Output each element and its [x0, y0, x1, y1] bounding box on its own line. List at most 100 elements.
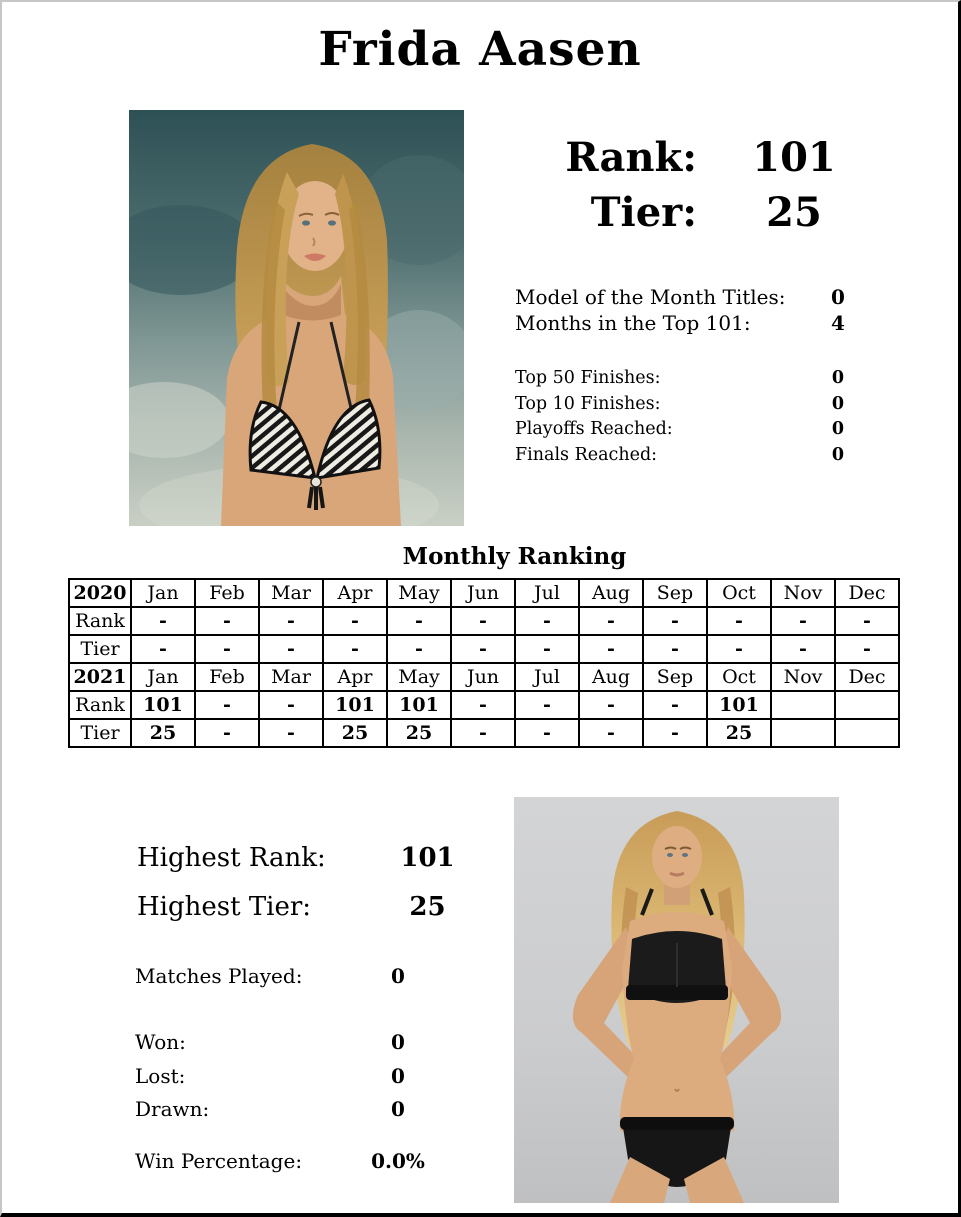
tier-value-2020-mar: -: [258, 634, 324, 664]
tier-label: Tier:: [590, 189, 697, 236]
rank-value-2020-dec: -: [834, 606, 900, 636]
month-header-dec: Dec: [834, 578, 900, 608]
year-header-row-2020: 2020 Jan Feb Mar Apr May Jun Jul Aug Sep Oct Nov Dec: [68, 578, 900, 608]
rank-value-2020-may: -: [386, 606, 452, 636]
rank-row-2021: Rank 101- -101 101- - - -101: [68, 690, 900, 720]
month-header-jul: Jul: [514, 662, 580, 692]
stat-row-playoffs: Playoffs Reached: 0: [515, 419, 888, 445]
rank-value-2021-apr: 101: [322, 690, 388, 720]
stat-row-model-titles: Model of the Month Titles: 0: [515, 285, 888, 311]
career-stats-block: Model of the Month Titles: 0 Months in t…: [515, 285, 888, 337]
tier-value-2020-sep: -: [642, 634, 708, 664]
month-header-oct: Oct: [706, 662, 772, 692]
highest-stats-block: Highest Rank: 101 Highest Tier: 25: [137, 833, 497, 931]
win-percentage-row: Win Percentage: 0.0%: [135, 1149, 448, 1173]
tier-value-2021-aug: -: [578, 718, 644, 748]
highest-rank-label: Highest Rank:: [137, 842, 326, 873]
tier-row-label: Tier: [68, 718, 132, 748]
stat-value: 0: [831, 444, 845, 465]
month-header-may: May: [386, 662, 452, 692]
rank-value-2021-nov: [770, 690, 836, 720]
month-header-mar: Mar: [258, 578, 324, 608]
stat-label: Months in the Top 101:: [515, 311, 751, 335]
highest-tier-label: Highest Tier:: [137, 891, 312, 922]
stat-row-won: Won: 0: [135, 1030, 448, 1064]
studio-full-body-image: [514, 797, 839, 1203]
stat-value: 0: [831, 393, 845, 414]
tier-value-2021-feb: -: [194, 718, 260, 748]
beach-portrait-image: [129, 110, 464, 526]
stat-value: 0: [831, 419, 845, 439]
win-percentage-value: 0.0%: [371, 1149, 425, 1173]
stat-value: 0: [831, 285, 845, 309]
rank-value-2021-sep: -: [642, 690, 708, 720]
rank-value-2020-jan: -: [130, 606, 196, 636]
page-title: Frida Aasen: [318, 22, 642, 77]
tier-value-2020-nov: -: [770, 634, 836, 664]
month-header-feb: Feb: [194, 662, 260, 692]
month-header-sep: Sep: [642, 662, 708, 692]
rank-value-2020-oct: -: [706, 606, 772, 636]
finish-stats-block: Top 50 Finishes: 0 Top 10 Finishes: 0 Pl…: [515, 368, 888, 470]
tier-value-2021-dec: [834, 718, 900, 748]
drawn-label: Drawn:: [135, 1097, 210, 1121]
monthly-ranking-table: 2020 Jan Feb Mar Apr May Jun Jul Aug Sep Oct Nov Dec…: [68, 578, 900, 748]
month-header-jan: Jan: [130, 662, 196, 692]
tier-value-2021-oct: 25: [706, 718, 772, 748]
highest-tier-value: 25: [409, 891, 446, 922]
month-header-jun: Jun: [450, 578, 516, 608]
rank-value-2020-apr: -: [322, 606, 388, 636]
tier-value-2020-apr: -: [322, 634, 388, 664]
month-header-jul: Jul: [514, 578, 580, 608]
stat-label: Model of the Month Titles:: [515, 285, 786, 309]
rank-value-2021-may: 101: [386, 690, 452, 720]
rank-value-2021-jul: -: [514, 690, 580, 720]
rank-value-2020-jun: -: [450, 606, 516, 636]
stat-row-lost: Lost: 0: [135, 1064, 448, 1098]
tier-value-2020-jul: -: [514, 634, 580, 664]
rank-value-2020-aug: -: [578, 606, 644, 636]
tier-value-2021-mar: -: [258, 718, 324, 748]
matches-played-row: Matches Played: 0: [135, 964, 448, 988]
year-label-2020: 2020: [68, 578, 132, 608]
tier-value-2020-jan: -: [130, 634, 196, 664]
month-header-dec: Dec: [834, 662, 900, 692]
month-header-nov: Nov: [770, 662, 836, 692]
stat-row-win-percentage: Win Percentage: 0.0%: [135, 1149, 448, 1173]
matches-played-value: 0: [391, 964, 405, 988]
month-header-may: May: [386, 578, 452, 608]
rank-value-2021-jun: -: [450, 690, 516, 720]
tier-value-2021-jun: -: [450, 718, 516, 748]
tier-row-label: Tier: [68, 634, 132, 664]
profile-photo-secondary: [514, 797, 839, 1203]
tier-value-2021-nov: [770, 718, 836, 748]
month-header-jan: Jan: [130, 578, 196, 608]
rank-value: 101: [752, 134, 836, 181]
rank-value-2020-mar: -: [258, 606, 324, 636]
tier-value-2021-apr: 25: [322, 718, 388, 748]
stat-label: Top 10 Finishes:: [515, 393, 661, 414]
stat-row-months-top101: Months in the Top 101: 4: [515, 311, 888, 337]
rank-row-label: Rank: [68, 690, 132, 720]
rank-value-2020-feb: -: [194, 606, 260, 636]
rank-value-2021-mar: -: [258, 690, 324, 720]
rank-value-2021-aug: -: [578, 690, 644, 720]
rank-value-2021-jan: 101: [130, 690, 196, 720]
stat-label: Playoffs Reached:: [515, 419, 673, 439]
highest-tier-row: Highest Tier: 25: [137, 882, 497, 931]
stat-value: 0: [831, 368, 845, 388]
month-header-sep: Sep: [642, 578, 708, 608]
highest-rank-value: 101: [400, 842, 455, 873]
month-header-apr: Apr: [322, 578, 388, 608]
tier-value: 25: [766, 189, 822, 236]
tier-summary-row: Tier: 25: [502, 185, 882, 240]
month-header-oct: Oct: [706, 578, 772, 608]
won-value: 0: [391, 1030, 405, 1054]
rank-row-2020: Rank - - - - - - - - - - - -: [68, 606, 900, 636]
month-header-jun: Jun: [450, 662, 516, 692]
month-header-aug: Aug: [578, 662, 644, 692]
tier-value-2021-jul: -: [514, 718, 580, 748]
tier-row-2020: Tier - - - - - - - - - - - -: [68, 634, 900, 664]
rank-value-2021-dec: [834, 690, 900, 720]
